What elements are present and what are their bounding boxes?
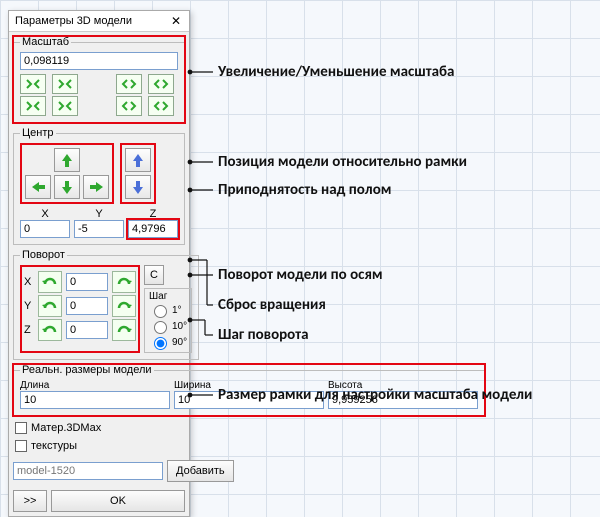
scale-out-3-icon[interactable]	[116, 96, 142, 116]
rotate-y-ccw-icon[interactable]	[38, 295, 62, 317]
rotate-x-input[interactable]	[66, 273, 108, 291]
scale-out-4-icon[interactable]	[148, 96, 174, 116]
annot-step: Шаг поворота	[218, 326, 309, 344]
x-label: X	[20, 208, 70, 220]
axis-y-label: Y	[24, 300, 34, 312]
rotate-y-cw-icon[interactable]	[112, 295, 136, 317]
rotate-x-ccw-icon[interactable]	[38, 271, 62, 293]
scale-out-1-icon[interactable]	[116, 74, 142, 94]
rotate-z-cw-icon[interactable]	[112, 319, 136, 341]
rotate-legend: Поворот	[20, 249, 67, 261]
tex-checkbox[interactable]: текстуры	[15, 440, 185, 452]
titlebar: Параметры 3D модели ✕	[9, 11, 189, 32]
model-params-panel: Параметры 3D модели ✕ Масштаб Центр	[8, 10, 190, 517]
annot-pos: Позиция модели относительно рамки	[218, 153, 467, 171]
y-label: Y	[74, 208, 124, 220]
annot-dims: Размер рамки для настройки масштаба моде…	[218, 386, 532, 404]
dims-legend: Реальн. размеры модели	[20, 364, 154, 376]
center-x-input[interactable]	[20, 220, 70, 238]
move-left-icon[interactable]	[25, 175, 51, 199]
window-title: Параметры 3D модели	[15, 15, 132, 27]
center-z-box	[120, 143, 156, 204]
add-button[interactable]: Добавить	[167, 460, 234, 482]
scale-buttons	[20, 74, 178, 116]
step-1-option[interactable]: 1°	[149, 302, 187, 318]
rotate-step-box: Шаг 1° 10° 90°	[144, 288, 192, 353]
axis-z-label: Z	[24, 324, 34, 336]
move-down-icon[interactable]	[54, 175, 80, 199]
len-label: Длина	[20, 380, 170, 391]
rotate-axes-box: X Y Z	[20, 265, 140, 353]
center-legend: Центр	[20, 127, 56, 139]
ok-button[interactable]: OK	[51, 490, 185, 512]
center-z-input[interactable]	[128, 220, 178, 238]
len-input[interactable]	[20, 391, 170, 409]
step-10-option[interactable]: 10°	[149, 318, 187, 334]
center-xy-box	[20, 143, 114, 204]
rotate-z-ccw-icon[interactable]	[38, 319, 62, 341]
move-right-icon[interactable]	[83, 175, 109, 199]
z-down-icon[interactable]	[125, 175, 151, 199]
more-button[interactable]: >>	[13, 490, 47, 512]
scale-legend: Масштаб	[20, 36, 71, 48]
rotate-reset-button[interactable]: C	[144, 265, 164, 285]
scale-in-2-icon[interactable]	[52, 74, 78, 94]
axis-x-label: X	[24, 276, 34, 288]
annot-scale: Увеличение/Уменьшение масштаба	[218, 63, 454, 81]
scale-group: Масштаб	[13, 36, 185, 123]
mater-checkbox[interactable]: Матер.3DMax	[15, 422, 185, 434]
annot-reset: Сброс вращения	[218, 296, 326, 314]
center-group: Центр	[13, 127, 185, 245]
rotate-z-input[interactable]	[66, 321, 108, 339]
scale-in-1-icon[interactable]	[20, 74, 46, 94]
annot-z: Приподнятость над полом	[218, 181, 391, 199]
close-icon[interactable]: ✕	[167, 13, 185, 29]
step-90-option[interactable]: 90°	[149, 334, 187, 350]
scale-in-4-icon[interactable]	[52, 96, 78, 116]
rotate-group: Поворот X Y Z	[13, 249, 199, 360]
step-legend: Шаг	[149, 291, 187, 302]
scale-in-3-icon[interactable]	[20, 96, 46, 116]
scale-out-2-icon[interactable]	[148, 74, 174, 94]
scale-input[interactable]	[20, 52, 178, 70]
center-y-input[interactable]	[74, 220, 124, 238]
z-label: Z	[128, 208, 178, 220]
rotate-y-input[interactable]	[66, 297, 108, 315]
rotate-x-cw-icon[interactable]	[112, 271, 136, 293]
move-up-icon[interactable]	[54, 148, 80, 172]
z-up-icon[interactable]	[125, 148, 151, 172]
model-name-input[interactable]	[13, 462, 163, 480]
annot-rotate: Поворот модели по осям	[218, 266, 383, 284]
